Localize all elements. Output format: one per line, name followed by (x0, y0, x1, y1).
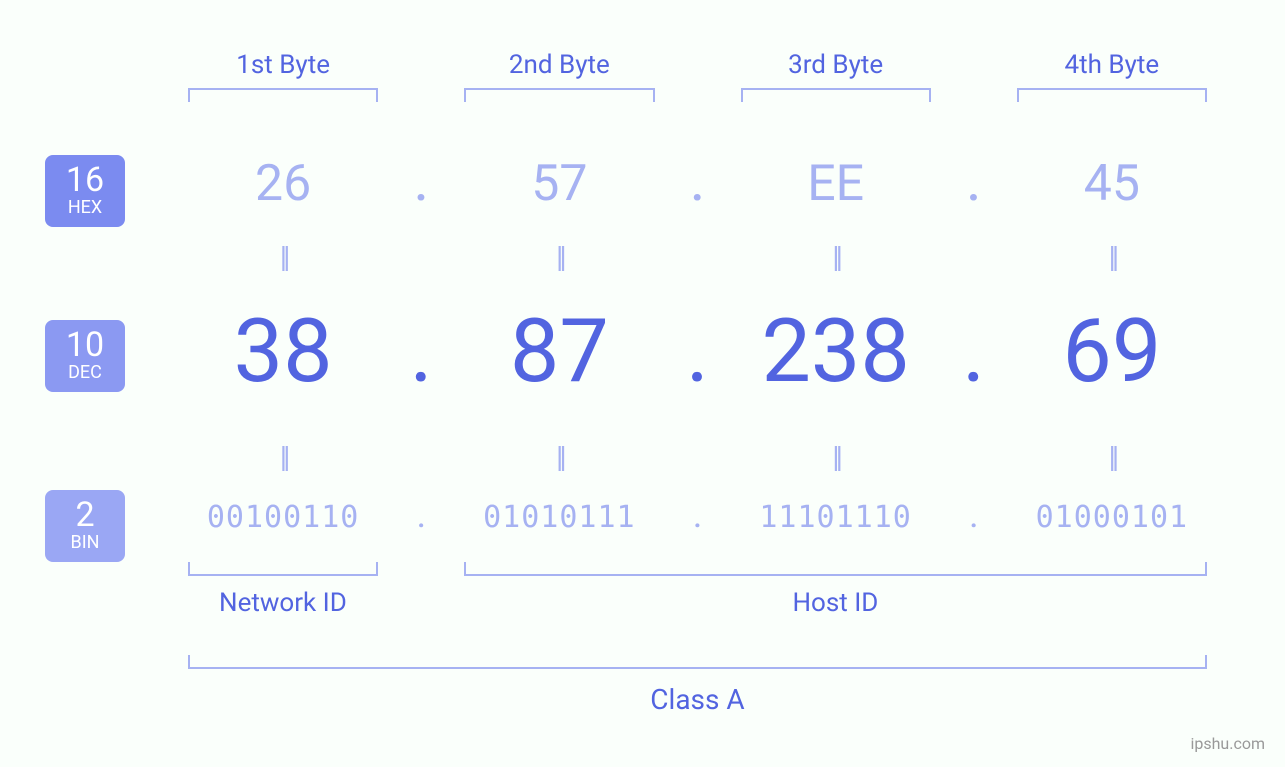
byte-header-label: 4th Byte (999, 50, 1225, 80)
equals-icon: || (446, 240, 672, 275)
bin-byte: 11101110 (723, 500, 949, 535)
byte-header-label: 2nd Byte (446, 50, 672, 80)
dec-byte: 38 (170, 300, 396, 403)
base-number: 2 (45, 498, 125, 532)
class-label: Class A (170, 683, 1225, 716)
dot-separator: . (949, 155, 999, 213)
dot-separator: . (673, 500, 723, 535)
bin-row: 00100110 . 01010111 . 11101110 . 0100010… (170, 500, 1225, 535)
base-number: 10 (45, 328, 125, 362)
bracket-top (1017, 88, 1207, 102)
byte-header-label: 1st Byte (170, 50, 396, 80)
equals-icon: || (999, 240, 1225, 275)
hex-byte: 26 (170, 155, 396, 213)
bracket-bottom (188, 562, 378, 576)
hex-byte: 45 (999, 155, 1225, 213)
class-segment: Class A (170, 655, 1225, 716)
dot-separator: . (396, 300, 446, 403)
id-segments: Network ID Host ID (170, 562, 1225, 618)
dot-separator: . (949, 500, 999, 535)
byte-header-label: 3rd Byte (723, 50, 949, 80)
hex-byte: EE (723, 155, 949, 213)
base-badge-dec: 10 DEC (45, 320, 125, 392)
bin-byte: 01010111 (446, 500, 672, 535)
equals-icon: || (999, 440, 1225, 475)
bracket-top (464, 88, 654, 102)
byte-headers: 1st Byte 2nd Byte 3rd Byte 4th Byte (170, 50, 1225, 102)
hex-byte: 57 (446, 155, 672, 213)
hex-row: 26 . 57 . EE . 45 (170, 155, 1225, 213)
bracket-bottom (464, 562, 1207, 576)
watermark: ipshu.com (1190, 734, 1265, 753)
dot-separator: . (949, 300, 999, 403)
base-badge-bin: 2 BIN (45, 490, 125, 562)
base-name: BIN (45, 534, 125, 552)
dec-row: 38 . 87 . 238 . 69 (170, 300, 1225, 403)
bin-byte: 00100110 (170, 500, 396, 535)
bracket-top (741, 88, 931, 102)
network-id-label: Network ID (170, 588, 396, 618)
dot-separator: . (673, 300, 723, 403)
bin-byte: 01000101 (999, 500, 1225, 535)
equals-icon: || (723, 240, 949, 275)
ip-diagram: 16 HEX 10 DEC 2 BIN 1st Byte 2nd Byte (0, 0, 1285, 767)
equals-icon: || (170, 440, 396, 475)
base-name: HEX (45, 199, 125, 217)
bracket-bottom (188, 655, 1207, 669)
equals-icon: || (170, 240, 396, 275)
equals-icon: || (446, 440, 672, 475)
dec-byte: 238 (723, 300, 949, 403)
base-number: 16 (45, 163, 125, 197)
dot-separator: . (396, 500, 446, 535)
base-name: DEC (45, 364, 125, 382)
equals-icon: || (723, 440, 949, 475)
equals-row: || || || || (170, 240, 1225, 275)
grid-area: 1st Byte 2nd Byte 3rd Byte 4th Byte 26 . (170, 0, 1225, 767)
bracket-top (188, 88, 378, 102)
dec-byte: 87 (446, 300, 672, 403)
equals-row: || || || || (170, 440, 1225, 475)
dot-separator: . (673, 155, 723, 213)
dec-byte: 69 (999, 300, 1225, 403)
dot-separator: . (396, 155, 446, 213)
base-badge-hex: 16 HEX (45, 155, 125, 227)
host-id-label: Host ID (446, 588, 1225, 618)
